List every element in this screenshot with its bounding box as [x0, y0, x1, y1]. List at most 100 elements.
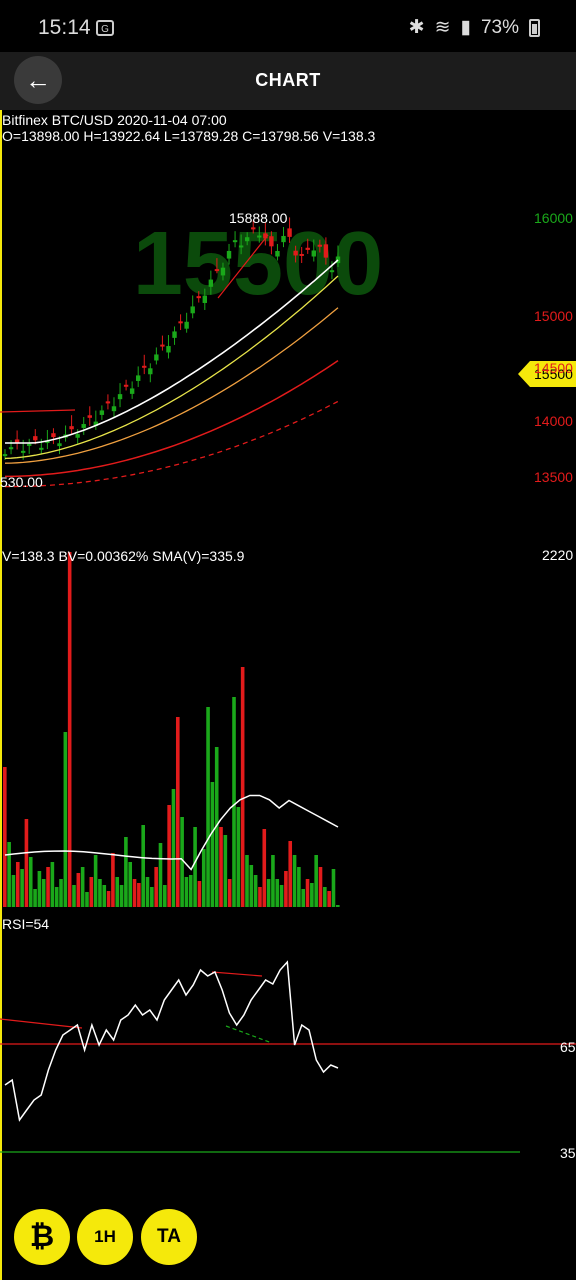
candle-body [281, 235, 286, 243]
price-axis-label: 14000 [534, 413, 573, 429]
volume-bar [37, 871, 42, 907]
volume-bar [297, 867, 301, 907]
arrow-left-icon: ← [25, 64, 51, 95]
page-title: CHART [255, 70, 321, 90]
volume-bar [89, 877, 94, 907]
candle-body [317, 244, 323, 247]
moving-average-line [4, 307, 339, 464]
volume-bar [15, 862, 20, 907]
chart-canvas[interactable]: 15500 [0, 110, 576, 1280]
volume-bar [20, 869, 24, 907]
volume-bar [98, 879, 102, 907]
price-axis-label: 13500 [534, 469, 573, 485]
volume-bar [249, 865, 254, 907]
ta-button[interactable]: TA [141, 1209, 197, 1265]
volume-bar [305, 879, 310, 907]
volume-axis-max: 2220 [542, 547, 574, 563]
volume-bar [7, 842, 11, 907]
volume-bar [124, 837, 128, 907]
status-icons: ✱ ≋ ▮ 73% [409, 16, 540, 39]
volume-bar [141, 825, 145, 907]
candle-body [20, 450, 26, 453]
volume-bar [240, 667, 245, 907]
candle-body [226, 250, 232, 259]
bitcoin-icon: ₿ [29, 1220, 55, 1253]
candle-body [2, 454, 8, 457]
volume-bar [33, 889, 37, 907]
volume-bar [314, 855, 318, 907]
candle-body [111, 406, 117, 412]
price-axis-label: 15000 [534, 308, 573, 324]
moving-average-line [5, 259, 339, 444]
candle-body [105, 401, 111, 404]
candle-body [257, 235, 262, 238]
candle-body [51, 433, 56, 438]
volume-bar [266, 879, 271, 907]
volume-bar [245, 855, 249, 907]
rsi-trend-line [0, 1018, 83, 1029]
rsi-trend-line [211, 971, 263, 977]
rsi-trend-line [225, 1025, 273, 1044]
chart-ohlc-info: O=13898.00 H=13922.64 L=13789.28 C=13798… [2, 128, 376, 144]
candle-body [329, 270, 335, 273]
candle-body [8, 447, 14, 450]
volume-bar [158, 843, 163, 907]
candle-body [305, 247, 310, 250]
battery-icon [529, 18, 540, 37]
volume-bar [258, 887, 262, 907]
volume-bar [111, 853, 115, 907]
volume-bar [292, 855, 297, 907]
current-price-tag: 15500 [518, 361, 576, 387]
price-watermark: 15500 [133, 214, 383, 314]
price-axis-label: 14500 [534, 360, 573, 376]
candle-body [166, 346, 171, 353]
chart-area[interactable]: 15500 Bitfinex BTC/USD 2020-11-04 07:00 … [0, 110, 576, 1280]
volume-bar [80, 867, 85, 907]
volume-bar [145, 877, 150, 907]
volume-bar [188, 875, 193, 907]
volume-bar [288, 841, 293, 907]
volume-bar [219, 827, 223, 907]
volume-bar [163, 885, 167, 907]
volume-bar [184, 877, 189, 907]
candle-body [208, 279, 214, 287]
volume-bar [154, 867, 158, 907]
volume-bar [271, 855, 275, 907]
volume-bar [167, 805, 171, 907]
volume-bar [67, 552, 72, 907]
crypto-select-button[interactable]: ₿ [14, 1209, 70, 1265]
candle-body [335, 256, 341, 264]
candle-body [269, 236, 274, 247]
volume-bar [28, 857, 33, 907]
volume-bar [46, 867, 50, 907]
volume-bar [102, 885, 107, 907]
candle-body [190, 306, 195, 314]
app-header: ← CHART [0, 52, 576, 110]
volume-bar [301, 889, 306, 907]
volume-bar [50, 862, 55, 907]
moving-averages [4, 259, 339, 488]
candle-body [214, 269, 220, 272]
candle-body [136, 375, 141, 381]
candle-body [311, 250, 316, 257]
chart-low-label: 530.00 [0, 474, 43, 490]
candle-body [172, 331, 177, 338]
candle-body [232, 240, 238, 243]
volume-bar [318, 867, 323, 907]
timeframe-button[interactable]: 1H [77, 1209, 133, 1265]
volume-bar [132, 879, 137, 907]
wifi-icon: ≋ [434, 17, 451, 38]
candle-body [142, 365, 147, 368]
volume-bar [284, 871, 288, 907]
candle-body [178, 321, 183, 324]
candle-body [14, 439, 20, 444]
volume-bar [197, 881, 202, 907]
rsi-line [4, 960, 339, 1122]
volume-bar [41, 879, 46, 907]
candle-body [251, 227, 256, 230]
volume-bar [232, 697, 236, 907]
volume-bar [193, 827, 197, 907]
candle-body [117, 394, 123, 400]
volume-bar [236, 807, 241, 907]
back-button[interactable]: ← [14, 56, 62, 104]
